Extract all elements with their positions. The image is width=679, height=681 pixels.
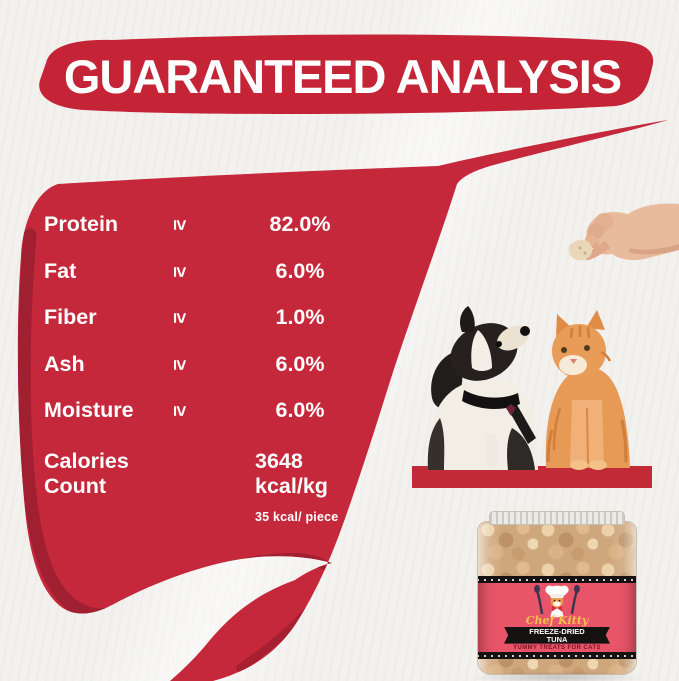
greater-equal-icon: ≥ xyxy=(169,405,191,417)
calories-value: 3648 kcal/kg 35 kcal/ piece xyxy=(250,449,400,530)
chef-cat-mascot-icon xyxy=(534,585,580,618)
cat-photo xyxy=(545,310,630,470)
calories-per-piece-note: 35 kcal/ piece xyxy=(255,509,339,524)
hand-with-treat-photo xyxy=(568,203,679,261)
jar-shadow xyxy=(469,671,645,681)
analysis-row-moisture: Moisture ≥ 6.0% xyxy=(44,398,374,445)
calories-label: Calories Count xyxy=(44,448,129,498)
analysis-row-fat: Fat ≥ 6.0% xyxy=(44,259,374,306)
jar-rim xyxy=(489,511,625,525)
greater-equal-icon: ≥ xyxy=(169,312,191,324)
treat-icon xyxy=(568,239,593,261)
label-ribbon: FREEZE-DRIED TUNA xyxy=(504,626,610,644)
greater-equal-icon: ≥ xyxy=(169,359,191,370)
row-value: 6.0% xyxy=(275,351,325,376)
row-value: 1.0% xyxy=(275,305,325,329)
red-swoosh-shape xyxy=(17,120,668,681)
greater-equal-icon: ≥ xyxy=(169,266,191,277)
label-subtext: YUMMY TREATS FOR CATS xyxy=(513,644,601,651)
product-jar-photo: Chef Kitty FREEZE-DRIED TUNA YUMMY TREAT… xyxy=(469,511,645,681)
row-value: 6.0% xyxy=(275,398,325,422)
greater-equal-icon: ≥ xyxy=(169,219,191,231)
row-value: 82.0% xyxy=(269,212,331,236)
platform-bar xyxy=(412,466,652,488)
analysis-row-ash: Ash ≥ 6.0% xyxy=(44,352,374,399)
dog-photo xyxy=(427,306,538,470)
jar-body: Chef Kitty FREEZE-DRIED TUNA YUMMY TREAT… xyxy=(477,521,637,675)
row-label: Ash xyxy=(44,351,85,376)
analysis-row-fiber: Fiber ≥ 1.0% xyxy=(44,305,374,352)
analysis-row-protein: Protein ≥ 82.0% xyxy=(44,212,374,259)
analysis-row-calories: Calories Count 3648 kcal/kg 35 kcal/ pie… xyxy=(44,449,374,530)
brand-script-name: Chef Kitty xyxy=(525,613,589,627)
banner-brush-shape xyxy=(39,34,654,115)
row-label: Protein xyxy=(44,212,119,236)
row-label: Fat xyxy=(44,258,77,283)
page-title: GUARANTEED ANALYSIS xyxy=(63,50,622,103)
label-bottom-strip xyxy=(478,651,636,660)
guaranteed-analysis-table: Protein ≥ 82.0% Fat ≥ 6.0% Fiber ≥ 1.0% … xyxy=(44,212,374,530)
row-label: Fiber xyxy=(44,305,97,329)
row-value: 6.0% xyxy=(275,258,325,283)
jar-label: Chef Kitty FREEZE-DRIED TUNA YUMMY TREAT… xyxy=(478,576,636,660)
row-label: Moisture xyxy=(44,398,134,422)
label-top-strip xyxy=(478,576,636,584)
